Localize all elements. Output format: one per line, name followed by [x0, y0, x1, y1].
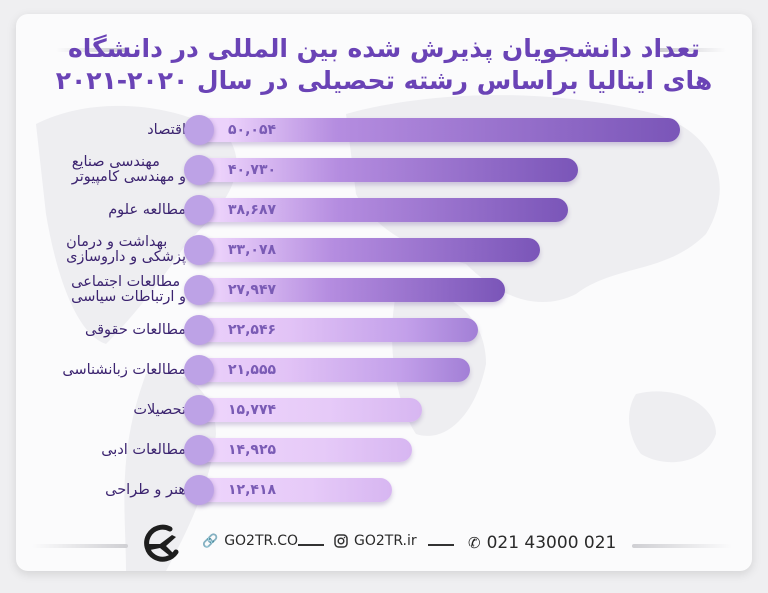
- category-label-line: اقتصاد: [147, 121, 186, 138]
- bar: ۱۲,۴۱۸: [184, 475, 392, 505]
- category-label-line: مطالعه علوم: [108, 201, 186, 218]
- category-label: بهداشت و درمان پزشکی و داروسازی: [66, 235, 186, 265]
- bar-knob: [184, 435, 214, 465]
- footer-instagram[interactable]: GO2TR.ir: [334, 533, 417, 549]
- category-label: تحصیلات: [133, 395, 186, 425]
- bar-value-label: ۲۷,۹۴۷: [228, 282, 277, 298]
- bar-row: بهداشت و درمان پزشکی و داروسازی ۳۳,۰۷۸: [16, 235, 752, 265]
- bar-knob: [184, 315, 214, 345]
- footer-decor-left: [32, 544, 128, 548]
- category-label: مطالعات حقوقی: [85, 315, 186, 345]
- bar-row: مطالعات ادبی ۱۴,۹۲۵: [16, 435, 752, 465]
- category-label-line: مطالعات حقوقی: [85, 321, 186, 338]
- category-label-line: و مهندسی کامپیوتر: [71, 169, 186, 185]
- chart-title-line-1: تعداد دانشجویان پذیرش شده بین المللی در …: [68, 34, 700, 63]
- category-label-line: و ارتباطات سیاسی: [71, 289, 186, 305]
- bar-value-label: ۳۸,۶۸۷: [228, 202, 277, 218]
- footer-phone[interactable]: ✆ 021 43000 021: [468, 533, 616, 553]
- bar: ۲۱,۵۵۵: [184, 355, 470, 385]
- title-decor-right: [656, 48, 726, 52]
- bar-knob: [184, 195, 214, 225]
- category-label-line: مطالعات ادبی: [101, 441, 186, 458]
- bar-knob: [184, 395, 214, 425]
- bar: ۲۲,۵۴۶: [184, 315, 478, 345]
- website-text: GO2TR.CO: [224, 533, 298, 549]
- bar: ۵۰,۰۵۴: [184, 115, 680, 145]
- category-label-line: مهندسی صنایع: [71, 154, 160, 170]
- category-label-line: تحصیلات: [133, 401, 186, 418]
- bar-value-label: ۲۱,۵۵۵: [228, 362, 277, 378]
- bar: ۱۴,۹۲۵: [184, 435, 412, 465]
- instagram-icon: [334, 534, 348, 548]
- bar-knob: [184, 275, 214, 305]
- bar-row: تحصیلات ۱۵,۷۷۴: [16, 395, 752, 425]
- bar: ۳۸,۶۸۷: [184, 195, 568, 225]
- footer: 🔗 GO2TR.CO GO2TR.ir ✆ 021 43000 021: [16, 522, 752, 562]
- bar-value-label: ۴۰,۷۳۰: [228, 162, 277, 178]
- category-label-line: مطالعات زبانشناسی: [62, 361, 186, 378]
- bar-row: مطالعات زبانشناسی ۲۱,۵۵۵: [16, 355, 752, 385]
- bar-knob: [184, 475, 214, 505]
- bar: ۱۵,۷۷۴: [184, 395, 422, 425]
- category-label-line: مطالعات اجتماعی: [71, 274, 181, 290]
- category-label: هنر و طراحی: [105, 475, 186, 505]
- bar-value-label: ۱۲,۴۱۸: [228, 482, 277, 498]
- plane-logo-icon: [144, 524, 179, 562]
- category-label: مطالعات زبانشناسی: [62, 355, 186, 385]
- bar-knob: [184, 115, 214, 145]
- footer-website[interactable]: 🔗 GO2TR.CO: [202, 533, 298, 549]
- category-label: مطالعه علوم: [108, 195, 186, 225]
- instagram-text: GO2TR.ir: [354, 533, 417, 549]
- bar-row: مطالعات حقوقی ۲۲,۵۴۶: [16, 315, 752, 345]
- chart-title-line-2: های ایتالیا براساس رشته تحصیلی در سال ۲۰…: [55, 66, 713, 95]
- infographic-card: تعداد دانشجویان پذیرش شده بین المللی در …: [16, 14, 752, 571]
- category-label: مهندسی صنایع و مهندسی کامپیوتر: [72, 155, 186, 185]
- bar-row: هنر و طراحی ۱۲,۴۱۸: [16, 475, 752, 505]
- bar-row: مطالعات اجتماعی و ارتباطات سیاسی ۲۷,۹۴۷: [16, 275, 752, 305]
- bar-knob: [184, 155, 214, 185]
- bar-row: مطالعه علوم ۳۸,۶۸۷: [16, 195, 752, 225]
- footer-separator: [428, 544, 454, 546]
- bar: ۳۳,۰۷۸: [184, 235, 540, 265]
- phone-text: 021 43000 021: [486, 533, 617, 553]
- category-label-line: بهداشت و درمان: [66, 234, 168, 250]
- bar-value-label: ۲۲,۵۴۶: [228, 322, 277, 338]
- bar-value-label: ۱۵,۷۷۴: [228, 402, 277, 418]
- category-label: اقتصاد: [147, 115, 186, 145]
- bar-value-label: ۳۳,۰۷۸: [228, 242, 277, 258]
- phone-icon: ✆: [468, 534, 481, 552]
- bar-row: اقتصاد ۵۰,۰۵۴: [16, 115, 752, 145]
- bar: ۲۷,۹۴۷: [184, 275, 505, 305]
- title-decor-left: [56, 48, 126, 52]
- bar-row: مهندسی صنایع و مهندسی کامپیوتر ۴۰,۷۳۰: [16, 155, 752, 185]
- footer-decor-right: [632, 544, 732, 548]
- footer-separator: [298, 544, 324, 546]
- category-label-line: پزشکی و داروسازی: [66, 249, 186, 265]
- bar-value-label: ۱۴,۹۲۵: [228, 442, 277, 458]
- link-icon: 🔗: [202, 533, 219, 549]
- category-label: مطالعات اجتماعی و ارتباطات سیاسی: [71, 275, 186, 305]
- category-label-line: هنر و طراحی: [105, 481, 186, 498]
- bar-value-label: ۵۰,۰۵۴: [228, 122, 277, 138]
- bar-knob: [184, 355, 214, 385]
- bar: ۴۰,۷۳۰: [184, 155, 578, 185]
- category-label: مطالعات ادبی: [101, 435, 186, 465]
- bar-knob: [184, 235, 214, 265]
